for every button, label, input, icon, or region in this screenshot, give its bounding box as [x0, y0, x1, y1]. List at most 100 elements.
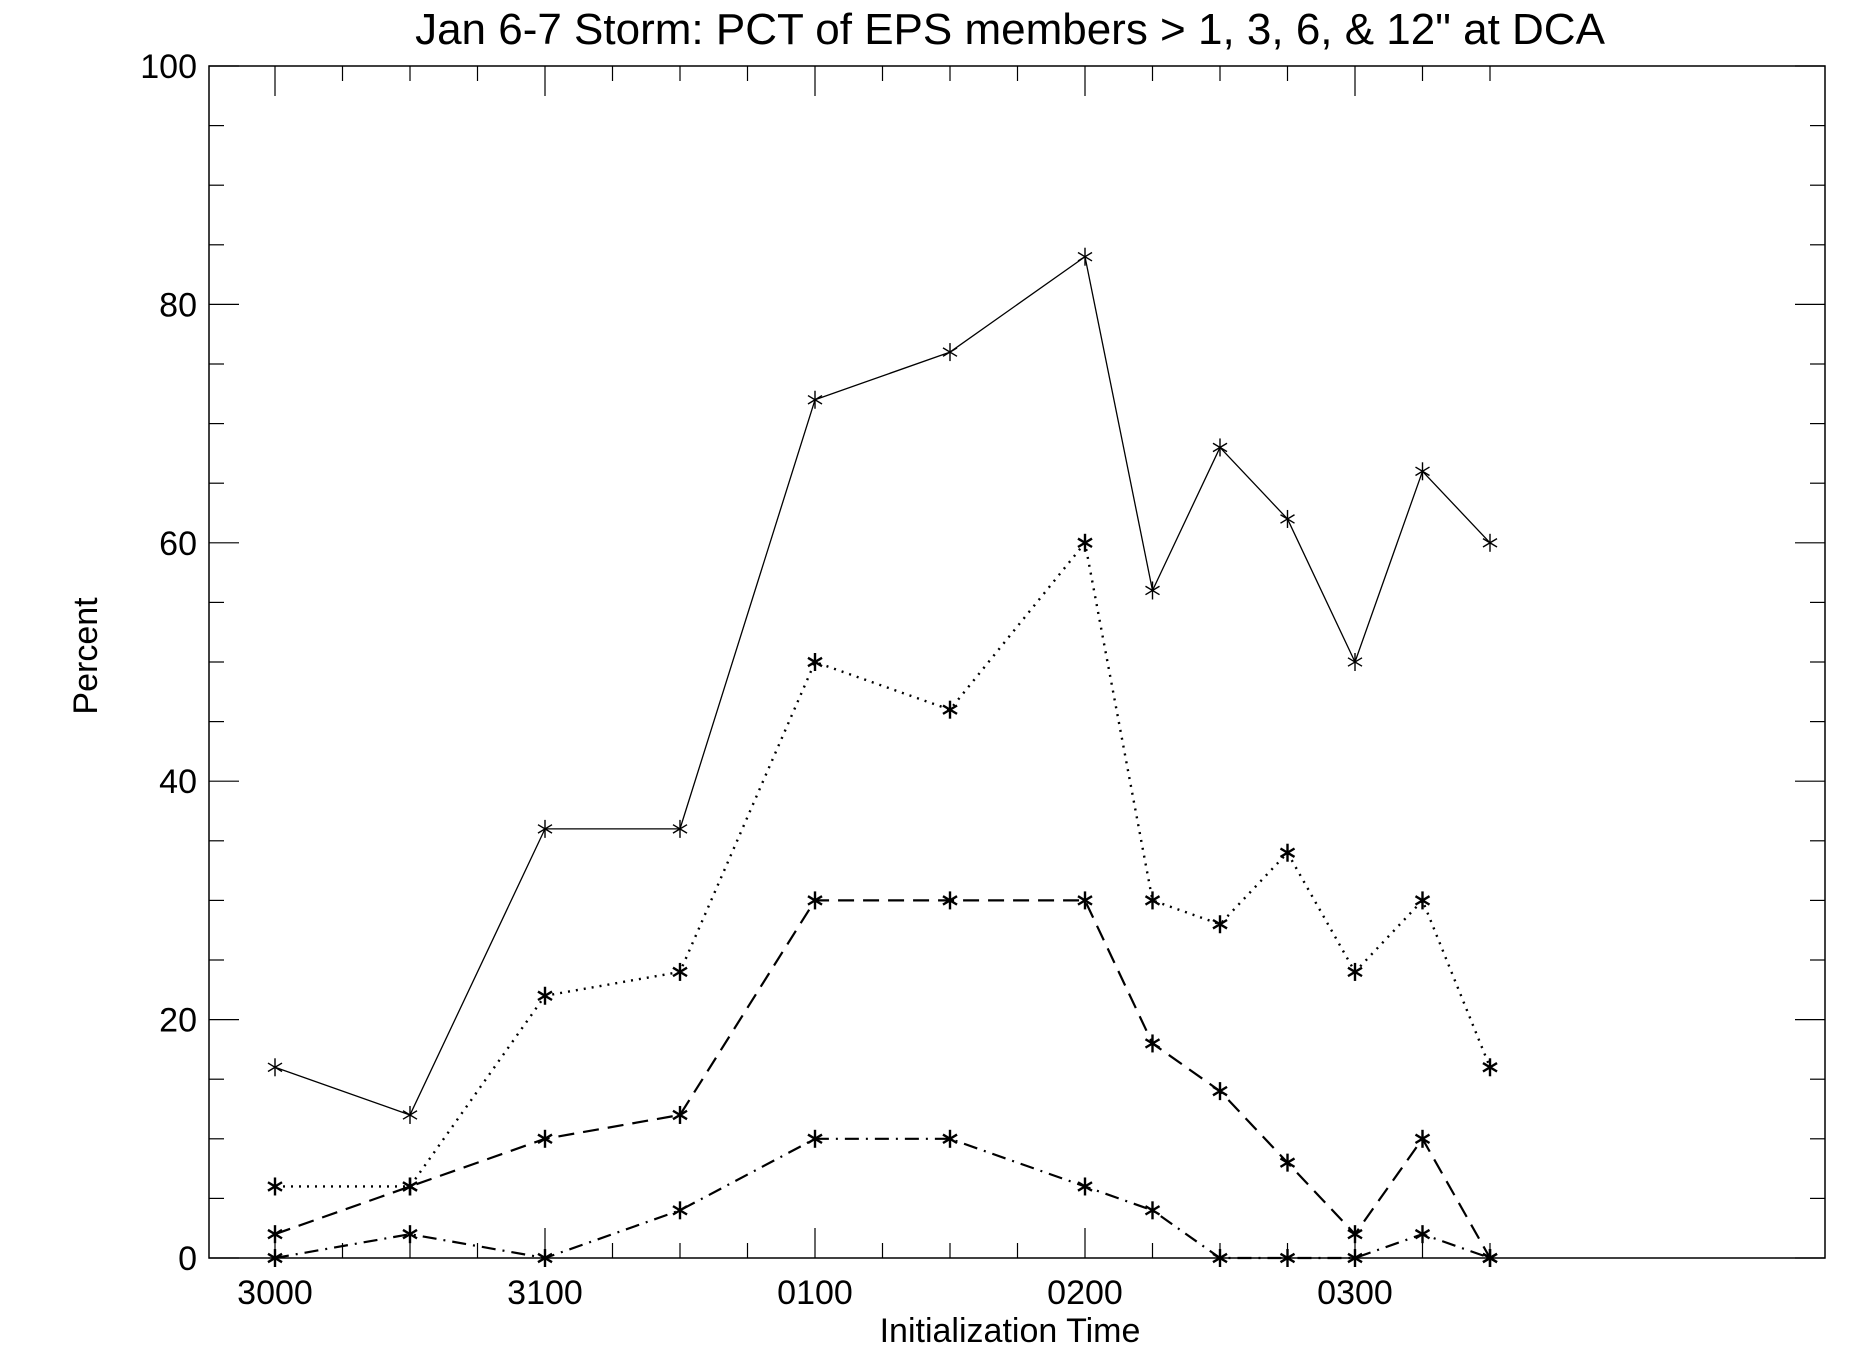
data-point [1347, 962, 1363, 981]
data-point [672, 962, 688, 981]
data-point [807, 390, 823, 409]
series-layer [267, 247, 1498, 1267]
y-tick-label: 40 [159, 763, 197, 801]
marker-stroke [807, 895, 823, 906]
marker-stroke [1482, 537, 1498, 548]
data-point [402, 1105, 418, 1124]
plot-frame [208, 65, 1826, 1259]
series-dotted [267, 533, 1498, 1196]
y-tick-label: 60 [159, 525, 197, 563]
data-point [807, 653, 823, 671]
data-point [537, 986, 553, 1005]
data-point [1144, 1034, 1161, 1053]
marker-stroke [1279, 1252, 1296, 1264]
series-line [274, 256, 1491, 1116]
data-point [672, 819, 688, 838]
data-point [1414, 1129, 1431, 1148]
data-point [1212, 1249, 1228, 1267]
marker-stroke [1144, 1038, 1161, 1049]
data-point [1414, 891, 1431, 910]
data-point [1212, 438, 1228, 457]
chart-title: Jan 6-7 Storm: PCT of EPS members > 1, 3… [415, 5, 1606, 54]
marker-stroke [1212, 442, 1228, 453]
data-point [942, 700, 958, 719]
plot-axes: 0 20 40 60 80 100 3000 3100 0100 0200 0300 [140, 48, 1826, 1312]
marker-stroke [1212, 918, 1228, 930]
marker-stroke [537, 1252, 553, 1264]
data-point [1212, 915, 1228, 934]
data-point [807, 891, 823, 910]
marker-stroke [1280, 514, 1295, 524]
marker-stroke [1077, 537, 1093, 549]
marker-stroke [1347, 657, 1363, 667]
data-point [402, 1225, 418, 1244]
marker-stroke [1077, 251, 1093, 262]
data-point [1279, 1153, 1296, 1172]
marker-stroke [1145, 585, 1160, 596]
marker-stroke [1279, 847, 1296, 858]
marker-stroke [267, 1228, 283, 1240]
y-tick-label: 100 [140, 48, 197, 86]
marker-stroke [1414, 1228, 1431, 1240]
x-tick-label: 0100 [777, 1274, 853, 1312]
data-point [1280, 509, 1295, 528]
marker-stroke [1482, 1252, 1498, 1264]
data-point [942, 343, 958, 362]
marker-stroke [537, 990, 553, 1002]
marker-stroke [1144, 1205, 1161, 1216]
data-point [1347, 1249, 1363, 1267]
data-point [267, 1225, 283, 1244]
marker-stroke [672, 824, 688, 834]
marker-stroke [807, 394, 823, 405]
data-point [1279, 1249, 1296, 1267]
y-tick-label: 80 [159, 286, 197, 324]
marker-stroke [537, 824, 553, 834]
series-line [275, 541, 1492, 1188]
data-point [672, 1201, 688, 1220]
marker-stroke [942, 1133, 958, 1145]
data-point [942, 1129, 958, 1148]
data-point [1144, 891, 1161, 910]
data-point [1347, 653, 1363, 671]
marker-stroke [267, 1062, 283, 1073]
marker-stroke [807, 656, 823, 668]
marker-stroke [1077, 895, 1093, 906]
marker-stroke [1144, 895, 1161, 906]
marker-stroke [1347, 1252, 1363, 1264]
marker-stroke [1077, 1181, 1093, 1192]
data-point [267, 1177, 283, 1196]
data-point [1077, 247, 1093, 266]
data-point [537, 819, 553, 838]
data-point [807, 1129, 823, 1148]
marker-stroke [267, 1181, 283, 1192]
data-point [537, 1249, 553, 1267]
x-axis-label: Initialization Time [880, 1312, 1141, 1350]
y-axis-label: Percent [67, 597, 105, 715]
series-line [274, 1137, 1491, 1260]
data-point [267, 1249, 283, 1267]
marker-stroke [807, 1133, 823, 1145]
marker-stroke [1414, 1133, 1431, 1145]
marker-stroke [1212, 1252, 1228, 1264]
marker-stroke [1482, 1062, 1498, 1073]
marker-stroke [672, 966, 688, 978]
marker-stroke [1414, 895, 1431, 906]
series-dashed [267, 891, 1498, 1267]
x-tick-label: 3000 [237, 1274, 313, 1312]
data-point [1482, 1249, 1498, 1267]
series-line [274, 899, 1491, 1259]
data-point [1144, 1201, 1161, 1220]
data-point [1414, 1225, 1431, 1244]
marker-stroke [672, 1109, 688, 1121]
marker-stroke [402, 1181, 418, 1192]
marker-stroke [402, 1228, 418, 1240]
data-point [1482, 533, 1498, 552]
marker-stroke [1212, 1085, 1228, 1097]
data-point [537, 1129, 553, 1148]
data-point [1279, 843, 1296, 862]
data-point [402, 1177, 418, 1196]
data-point [1347, 1225, 1363, 1244]
marker-stroke [402, 1110, 418, 1120]
data-point [1077, 1177, 1093, 1196]
